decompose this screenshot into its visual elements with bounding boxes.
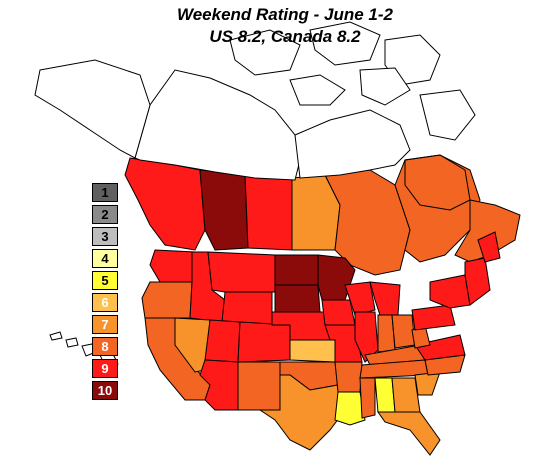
region-wyoming [221, 291, 273, 326]
region-pennsylvania [411, 304, 456, 331]
legend-item-5: 5 [92, 271, 118, 290]
legend-item-6: 6 [92, 293, 118, 312]
region-north-dakota [274, 254, 319, 286]
legend-item-8: 8 [92, 337, 118, 356]
region-ontario [324, 169, 411, 276]
region-saskatchewan [244, 173, 293, 251]
region-montana [207, 251, 276, 293]
region-british-columbia [124, 157, 206, 251]
region-louisiana [334, 391, 366, 426]
canada-north-outline [34, 21, 476, 369]
region-alberta [199, 169, 249, 251]
region-south-dakota [274, 284, 321, 313]
rating-legend: 1 2 3 4 5 6 7 8 9 10 [92, 183, 122, 403]
map-title: Weekend Rating - June 1-2 US 8.2, Canada… [140, 4, 430, 48]
region-new-york [429, 274, 471, 309]
region-new-england [464, 257, 491, 306]
legend-item-10: 10 [92, 381, 118, 400]
legend-item-3: 3 [92, 227, 118, 246]
legend-item-9: 9 [92, 359, 118, 378]
region-washington [149, 249, 196, 283]
title-line-2: US 8.2, Canada 8.2 [209, 27, 361, 46]
region-maine [477, 231, 501, 263]
region-iowa [321, 299, 356, 326]
region-virginia [414, 334, 466, 361]
region-oregon [141, 281, 193, 319]
region-south-carolina [414, 371, 441, 396]
region-wisconsin [344, 281, 376, 316]
region-layer [124, 154, 521, 456]
region-new-mexico [237, 361, 281, 411]
region-nevada [174, 317, 211, 373]
legend-item-1: 1 [92, 183, 118, 202]
legend-item-7: 7 [92, 315, 118, 334]
region-arkansas [334, 361, 363, 393]
region-texas [258, 374, 346, 451]
region-florida [377, 411, 441, 456]
title-line-1: Weekend Rating - June 1-2 [176, 5, 393, 24]
region-utah [204, 319, 241, 363]
region-mississippi [359, 377, 376, 419]
region-colorado [237, 321, 291, 363]
legend-item-2: 2 [92, 205, 118, 224]
region-ohio [391, 314, 416, 349]
region-kansas [289, 339, 336, 363]
legend-item-4: 4 [92, 249, 118, 268]
